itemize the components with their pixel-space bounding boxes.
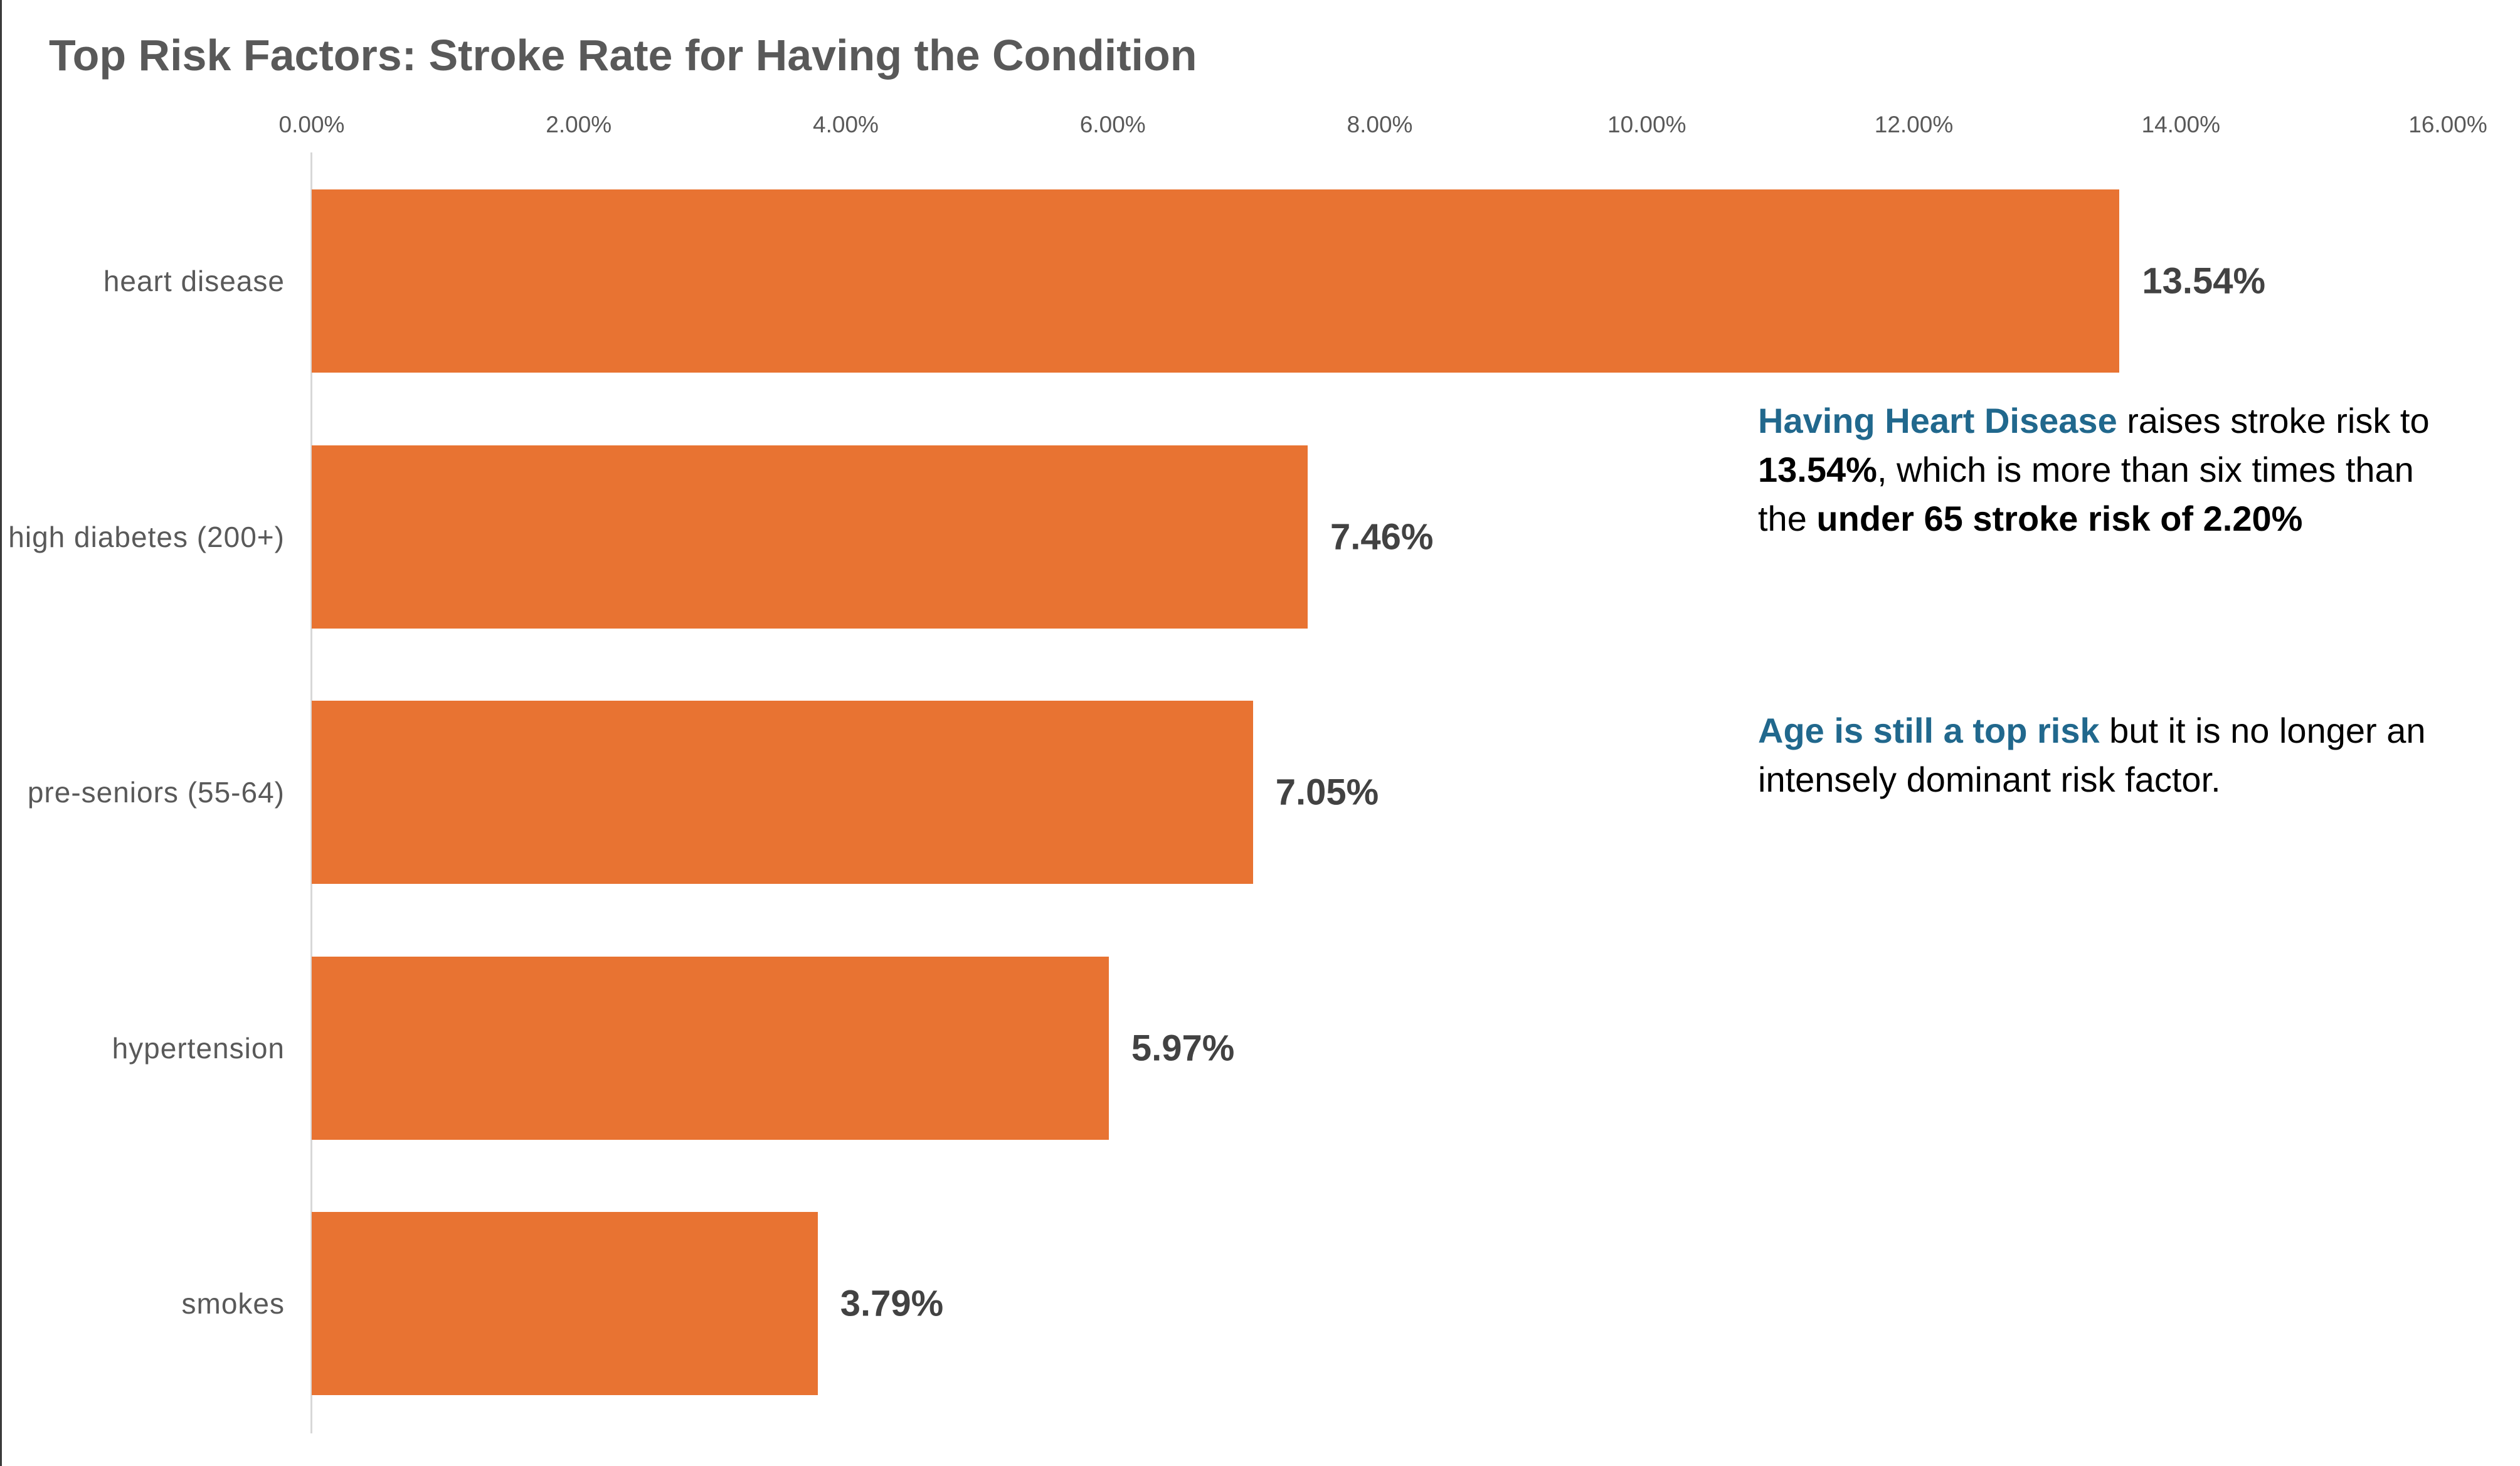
x-tick-label: 12.00% <box>1874 112 1954 137</box>
bar-value-label: 3.79% <box>840 1283 944 1324</box>
annotation-age-risk: Age is still a top risk but it is no lon… <box>1758 706 2460 804</box>
bar-smokes[interactable] <box>312 1212 818 1396</box>
x-tick-label: 8.00% <box>1347 112 1413 137</box>
bar-value-label: 5.97% <box>1131 1028 1235 1069</box>
annotation-segment: but it is no longer an intensely dominan… <box>1758 711 2426 799</box>
bar-heart-disease[interactable] <box>312 189 2120 373</box>
category-label: high diabetes (200+) <box>8 520 285 553</box>
annotation-segment: raises stroke risk to <box>2117 401 2430 440</box>
annotation-segment: 13.54% <box>1758 450 1877 489</box>
x-tick-label: 16.00% <box>2408 112 2487 137</box>
annotation-heart-disease: Having Heart Disease raises stroke risk … <box>1758 396 2460 543</box>
category-label: heart disease <box>103 265 285 297</box>
category-label: smokes <box>181 1287 285 1320</box>
annotation-segment: under 65 stroke risk of 2.20% <box>1816 499 2303 538</box>
bar-pre-seniors-55-64-[interactable] <box>312 701 1253 884</box>
x-axis-ticks: 0.00% 2.00% 4.00% 6.00% 8.00% 10.00% 12.00% 14.… <box>279 112 2487 143</box>
x-tick-label: 4.00% <box>813 112 879 137</box>
annotation-segment: , which is more than six times than the <box>1758 450 2414 538</box>
x-tick-label: 2.00% <box>546 112 612 137</box>
y-axis-line <box>310 152 312 1433</box>
x-tick-label: 6.00% <box>1079 112 1146 137</box>
annotation-segment: Age is still a top risk <box>1758 711 2100 750</box>
x-tick-label: 0.00% <box>278 112 345 137</box>
x-tick-label: 14.00% <box>2141 112 2221 137</box>
category-label: hypertension <box>112 1031 285 1065</box>
bar-value-label: 7.46% <box>1330 516 1434 558</box>
bar-high-diabetes-200-[interactable] <box>312 445 1308 629</box>
annotation-segment: Having Heart Disease <box>1758 401 2117 440</box>
bar-value-label: 13.54% <box>2142 260 2266 302</box>
x-tick-label: 10.00% <box>1607 112 1686 137</box>
bar-value-label: 7.05% <box>1275 772 1379 813</box>
plot-area: 13.54% 7.46% 7.05% 5.97% 3.79% <box>310 152 2448 1433</box>
category-axis-labels: heart disease high diabetes (200+) pre-sen… <box>2 152 285 1431</box>
chart-title: Top Risk Factors: Stroke Rate for Having… <box>49 31 1197 80</box>
category-label: pre-seniors (55-64) <box>27 776 285 809</box>
bar-hypertension[interactable] <box>312 956 1109 1140</box>
